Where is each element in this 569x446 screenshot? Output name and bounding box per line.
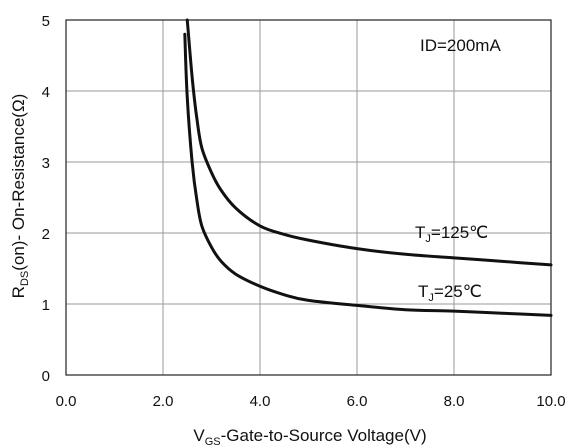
x-tick-label: 2.0 <box>153 393 174 410</box>
x-tick-label: 4.0 <box>250 393 271 410</box>
y-tick-label: 3 <box>42 155 50 172</box>
y-axis-title: RDS(on)- On-Resistance(Ω) <box>9 94 31 299</box>
y-tick-label: 4 <box>42 84 50 101</box>
x-tick-labels: 0.0 2.0 4.0 6.0 8.0 10.0 <box>56 393 566 410</box>
x-tick-label: 6.0 <box>347 393 368 410</box>
plot-frame <box>65 19 552 376</box>
y-tick-label: 0 <box>42 368 50 385</box>
series-line-25c <box>183 32 553 317</box>
annotation-id: ID=200mA <box>420 36 501 55</box>
series-lines <box>183 18 553 317</box>
x-tick-label: 8.0 <box>444 393 465 410</box>
x-axis-title: VGS-Gate-to-Source Voltage(V) <box>193 426 426 446</box>
y-tick-label: 1 <box>42 297 50 314</box>
series-label-125: TJ=125℃ <box>415 223 488 245</box>
series-line-125c <box>185 18 553 267</box>
y-tick-label: 5 <box>42 13 50 30</box>
y-tick-label: 2 <box>42 226 50 243</box>
y-tick-labels: 0 1 2 3 4 5 <box>42 13 50 385</box>
x-tick-label: 0.0 <box>56 393 77 410</box>
grid <box>65 19 552 376</box>
series-label-25: TJ=25℃ <box>418 282 482 304</box>
x-tick-label: 10.0 <box>536 393 565 410</box>
